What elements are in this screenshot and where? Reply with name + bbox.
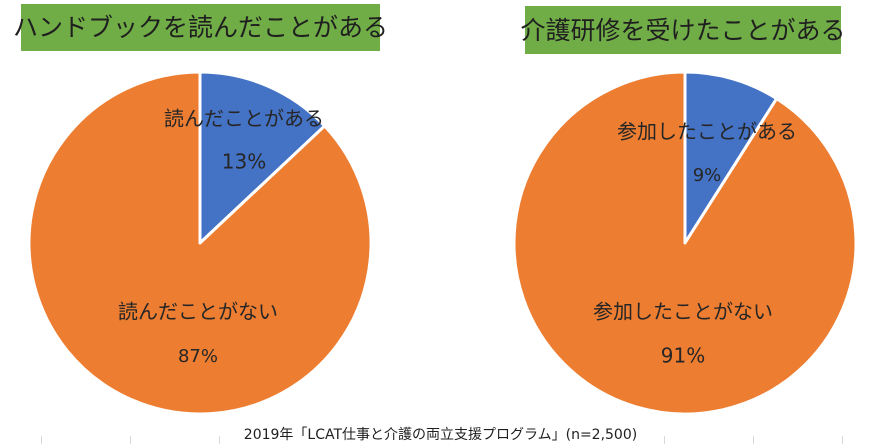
slice-value-label: 9% bbox=[693, 165, 722, 186]
slice-value-label: 87% bbox=[178, 346, 218, 367]
pie-slice-no bbox=[512, 70, 858, 416]
chart-title-training: 介護研修を受けたことがある bbox=[521, 6, 846, 54]
axis-tick bbox=[219, 436, 220, 444]
slice-value-label: 91% bbox=[661, 344, 705, 368]
axis-tick bbox=[753, 436, 754, 444]
slice-category-label: 読んだことがない bbox=[118, 300, 278, 324]
pie-chart-handbook: 読んだことがある 13% 読んだことがない 87% bbox=[27, 70, 373, 416]
axis-tick bbox=[842, 436, 843, 444]
pie-slice-no bbox=[27, 70, 373, 416]
slice-category-label: 参加したことがある bbox=[617, 120, 797, 144]
slice-category-label: 読んだことがある bbox=[164, 107, 324, 131]
pie-chart-training: 参加したことがある 9% 参加したことがない 91% bbox=[512, 70, 858, 416]
slice-value-label: 13% bbox=[222, 150, 266, 174]
pie-slice-yes bbox=[683, 70, 779, 245]
source-footnote: 2019年「LCAT仕事と介護の両立支援プログラム」(n=2,500) bbox=[243, 427, 638, 443]
axis-tick bbox=[130, 436, 131, 444]
chart-title-handbook: ハンドブックを読んだことがある bbox=[13, 4, 388, 51]
axis-tick bbox=[664, 436, 665, 444]
pie-slice-yes bbox=[198, 70, 327, 245]
slice-category-label: 参加したことがない bbox=[593, 300, 773, 324]
axis-tick bbox=[41, 436, 42, 444]
